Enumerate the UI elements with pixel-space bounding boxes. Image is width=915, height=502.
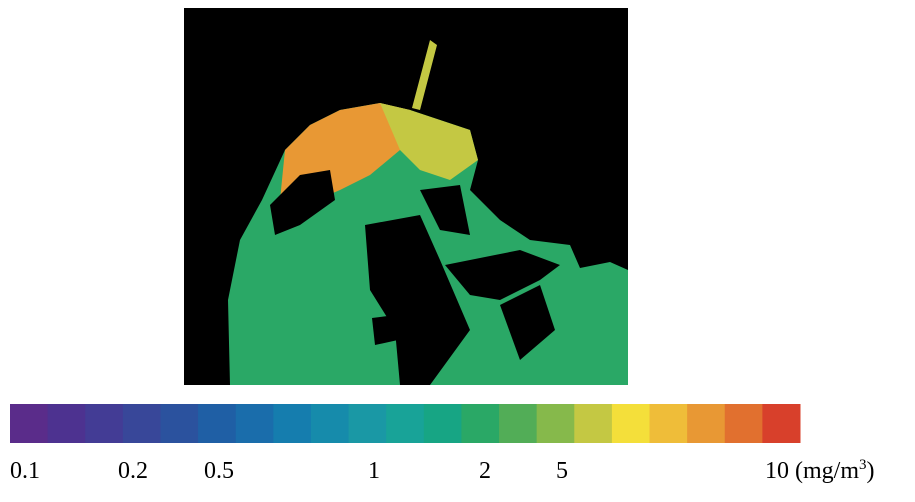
color-swatch [499, 404, 537, 443]
color-swatch [574, 404, 612, 443]
color-swatch [349, 404, 387, 443]
color-swatch [48, 404, 86, 443]
color-swatch [198, 404, 236, 443]
satellite-map [184, 8, 628, 385]
unit-superscript: 3 [859, 457, 867, 473]
color-swatch [461, 404, 499, 443]
color-swatch [650, 404, 688, 443]
color-swatch [85, 404, 123, 443]
color-swatch [10, 404, 48, 443]
unit-end: ) [867, 458, 875, 484]
figure: 0.1 0.2 0.5 1 2 5 10 (mg/m3) [0, 0, 915, 497]
color-swatch [123, 404, 161, 443]
color-swatch [273, 404, 311, 443]
color-swatch [160, 404, 198, 443]
color-swatch [537, 404, 575, 443]
colorbar-label: 10 (mg/m3) [765, 457, 875, 484]
color-swatch [424, 404, 462, 443]
island [372, 315, 398, 345]
colorbar-label: 0.5 [204, 458, 234, 484]
colorbar-label: 2 [479, 458, 491, 484]
colorbar-label: 0.1 [10, 458, 40, 484]
colorbar [10, 404, 801, 443]
color-swatch [311, 404, 349, 443]
colorbar-label: 1 [368, 458, 380, 484]
label-value: 10 [765, 458, 789, 484]
color-swatch [386, 404, 424, 443]
color-swatch [612, 404, 650, 443]
color-swatch [687, 404, 725, 443]
colorbar-label: 0.2 [118, 458, 148, 484]
color-swatch [725, 404, 763, 443]
colorbar-label: 5 [556, 458, 568, 484]
color-swatch [236, 404, 274, 443]
color-swatch [762, 404, 800, 443]
unit: (mg/m [795, 458, 859, 484]
page: 0.1 0.2 0.5 1 2 5 10 (mg/m3) (() => { co… [0, 0, 915, 502]
